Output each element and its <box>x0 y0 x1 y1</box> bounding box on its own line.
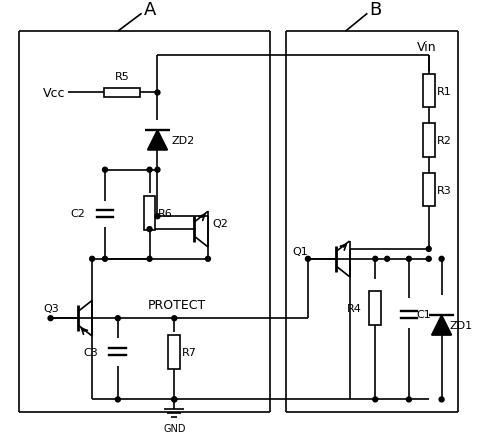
Text: B: B <box>369 1 381 19</box>
Text: R3: R3 <box>437 185 451 195</box>
Text: GND: GND <box>163 423 185 433</box>
Text: Q3: Q3 <box>43 304 59 314</box>
Circle shape <box>102 257 108 261</box>
Circle shape <box>373 257 378 261</box>
Circle shape <box>172 316 177 321</box>
Circle shape <box>102 168 108 173</box>
Bar <box>423 173 435 207</box>
Text: R6: R6 <box>157 209 172 219</box>
Text: Q2: Q2 <box>212 219 228 229</box>
Circle shape <box>426 247 431 252</box>
Circle shape <box>48 316 53 321</box>
Text: R4: R4 <box>347 304 361 314</box>
Circle shape <box>305 257 310 261</box>
Polygon shape <box>432 315 452 335</box>
Text: PROTECT: PROTECT <box>148 298 206 311</box>
Bar <box>104 88 140 98</box>
Circle shape <box>115 397 120 402</box>
Circle shape <box>439 397 444 402</box>
Circle shape <box>385 257 390 261</box>
Text: A: A <box>143 1 156 19</box>
Circle shape <box>155 214 160 219</box>
Text: ZD2: ZD2 <box>171 136 195 146</box>
Circle shape <box>426 257 431 261</box>
Circle shape <box>155 168 160 173</box>
Circle shape <box>90 257 95 261</box>
Text: R5: R5 <box>114 71 129 81</box>
Bar <box>143 197 155 230</box>
Text: C1: C1 <box>417 310 432 319</box>
Bar <box>168 335 180 369</box>
Circle shape <box>155 91 160 96</box>
Circle shape <box>172 397 177 402</box>
Polygon shape <box>148 131 167 151</box>
Text: C2: C2 <box>70 209 85 219</box>
Bar <box>369 292 381 325</box>
Text: R1: R1 <box>437 86 451 96</box>
Circle shape <box>373 397 378 402</box>
Text: Vcc: Vcc <box>43 87 65 100</box>
Text: ZD1: ZD1 <box>449 321 473 330</box>
Circle shape <box>172 397 177 402</box>
Circle shape <box>147 227 152 232</box>
Circle shape <box>115 316 120 321</box>
Text: R2: R2 <box>437 136 452 146</box>
Text: Q1: Q1 <box>292 246 308 256</box>
Bar <box>423 124 435 158</box>
Bar <box>423 74 435 108</box>
Circle shape <box>147 257 152 261</box>
Circle shape <box>206 257 210 261</box>
Text: R7: R7 <box>182 347 197 357</box>
Text: C3: C3 <box>83 347 98 357</box>
Circle shape <box>406 257 412 261</box>
Text: Vin: Vin <box>417 41 436 54</box>
Circle shape <box>439 257 444 261</box>
Circle shape <box>147 168 152 173</box>
Circle shape <box>406 397 412 402</box>
